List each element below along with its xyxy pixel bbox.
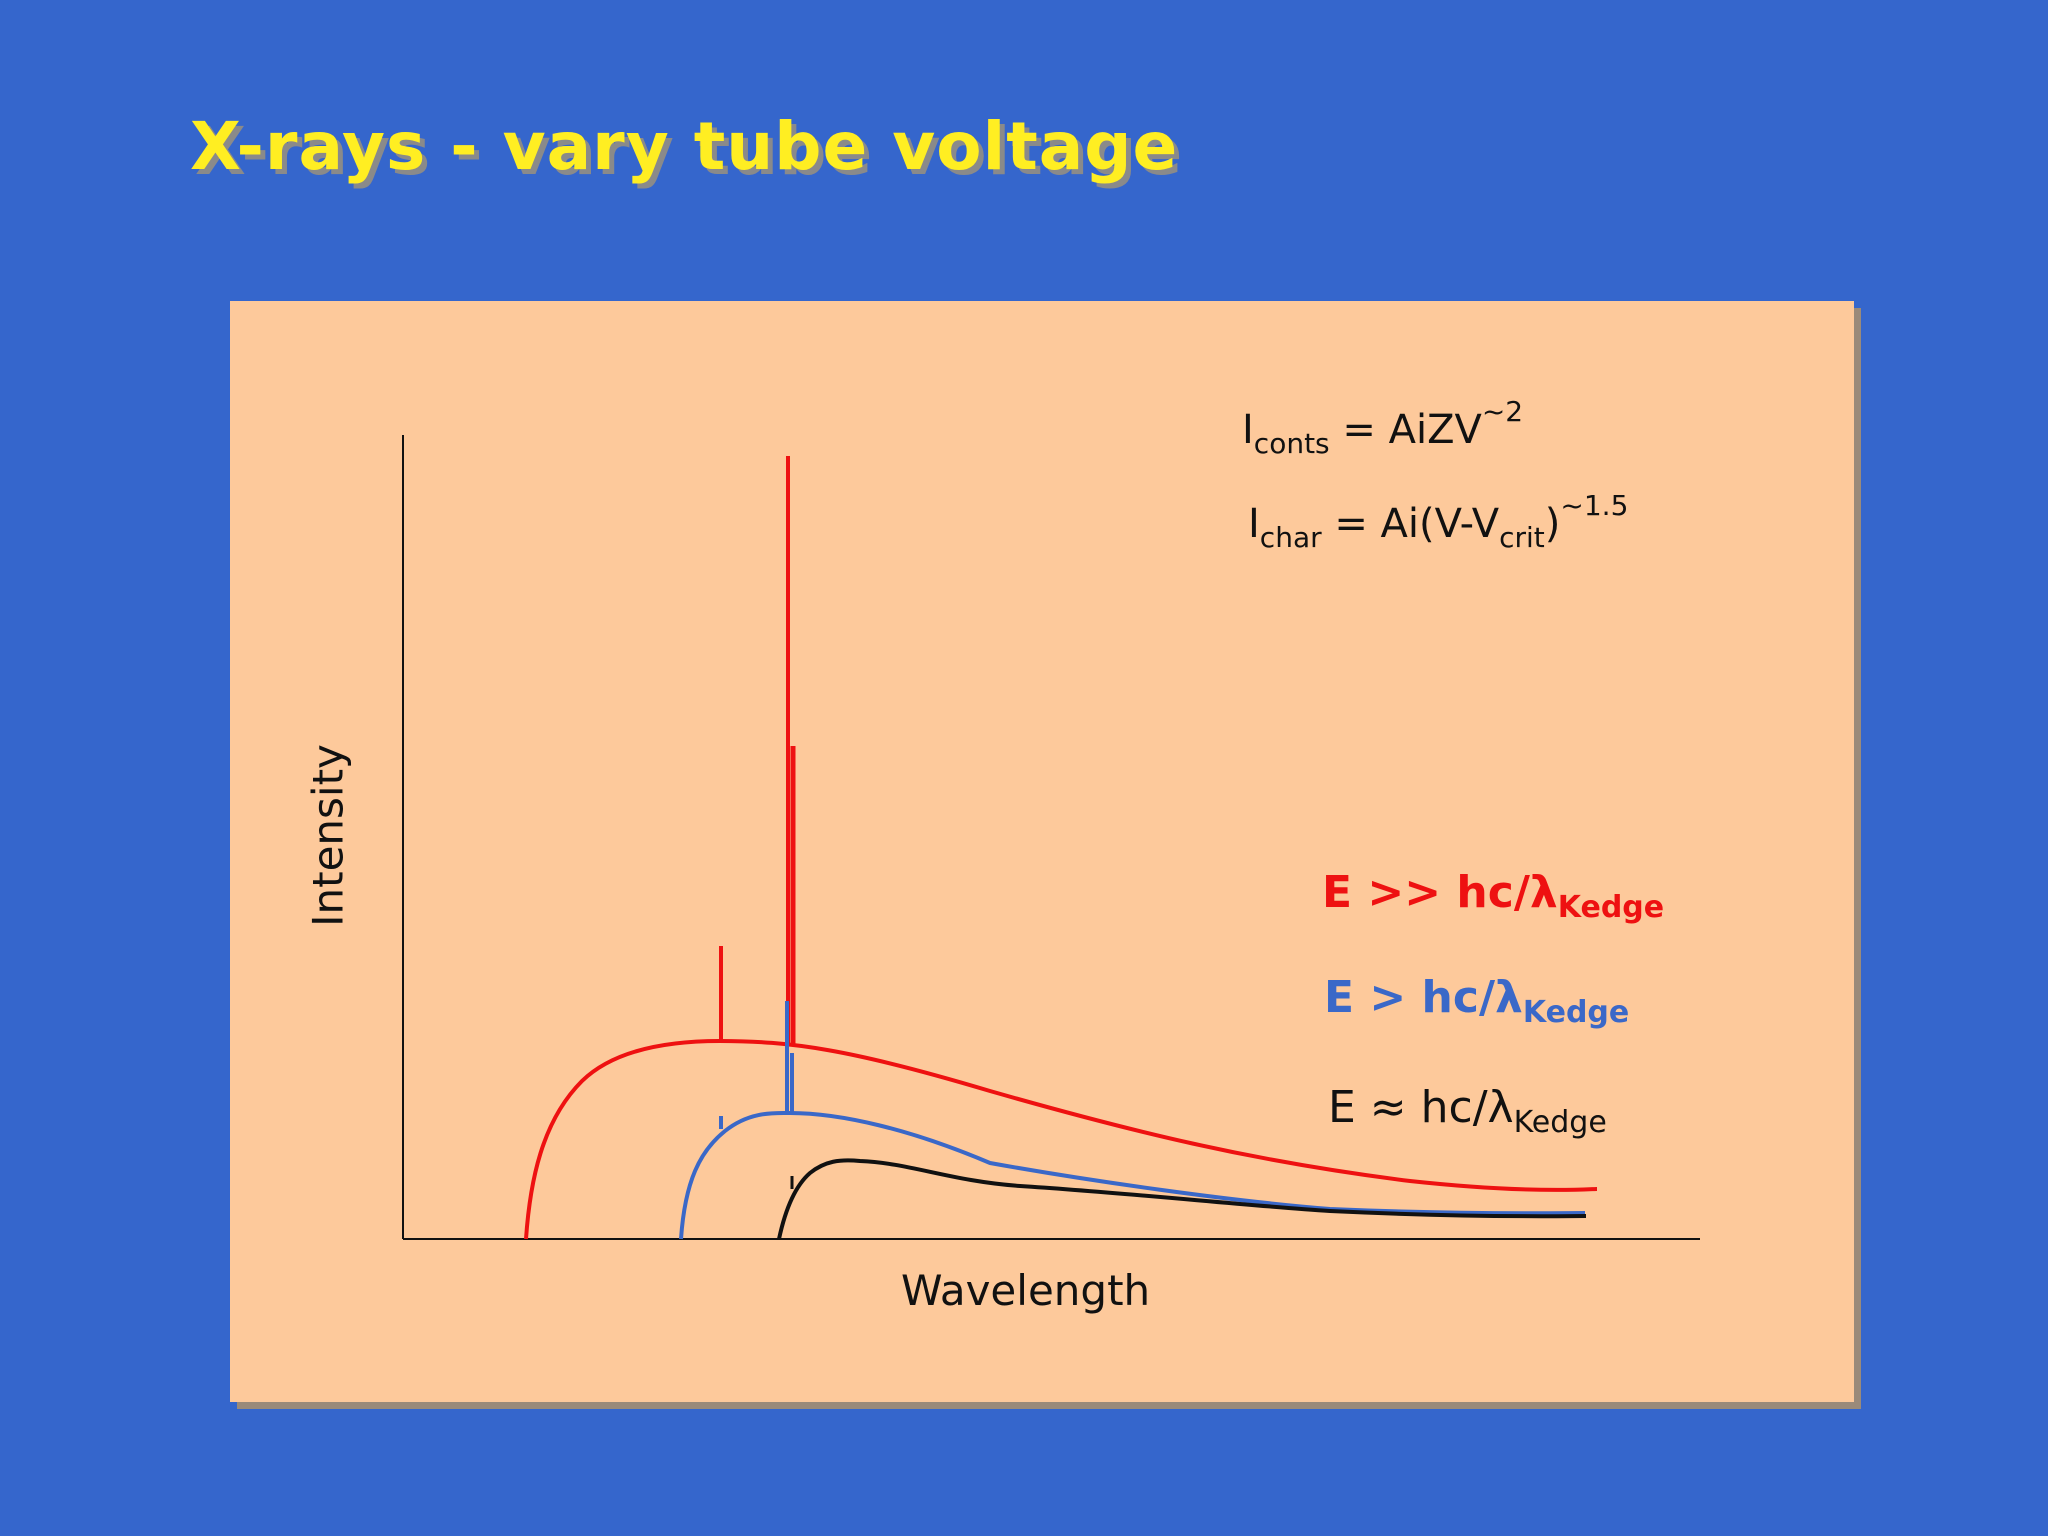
- eq-char-subscript: char: [1259, 521, 1322, 554]
- legend-red-subscript: Kedge: [1557, 890, 1665, 925]
- x-axis-label: Wavelength: [901, 1266, 1151, 1315]
- blue-continuum-curve: [679, 1110, 1586, 1240]
- legend-red-lambda: λ: [1529, 867, 1558, 918]
- eq-cont-rhs: = AiZV: [1329, 407, 1482, 453]
- legend-red: E >> hc/λKedge: [1322, 867, 1664, 925]
- eq-cont-base: I: [1242, 407, 1254, 453]
- y-axis-label: Intensity: [303, 744, 353, 927]
- legend-black-prefix: E ≈ hc/: [1328, 1082, 1488, 1133]
- eq-char-base: I: [1248, 501, 1260, 547]
- eq-cont-exponent: ~2: [1481, 395, 1524, 428]
- red-continuum-curve: [524, 1038, 1598, 1240]
- equation-characteristic-intensity: Ichar = Ai(V-Vcrit)~1.5: [1248, 489, 1628, 554]
- legend-black: E ≈ hc/λKedge: [1328, 1082, 1607, 1140]
- eq-char-exponent: ~1.5: [1560, 489, 1629, 522]
- spectrum-diagram: [402, 435, 1700, 1240]
- eq-char-rhs-suffix: ): [1544, 501, 1561, 547]
- legend-blue-subscript: Kedge: [1522, 995, 1630, 1030]
- equation-continuous-intensity: Iconts = AiZV~2: [1242, 395, 1523, 460]
- figure-panel: Iconts = AiZV~2 Ichar = Ai(V-Vcrit)~1.5 …: [230, 301, 1854, 1402]
- black-continuum-curve: [777, 1158, 1587, 1240]
- legend-blue-lambda: λ: [1495, 972, 1523, 1023]
- legend-blue-prefix: E > hc/: [1324, 972, 1496, 1023]
- legend-black-lambda: λ: [1487, 1082, 1514, 1133]
- eq-cont-subscript: conts: [1253, 427, 1330, 460]
- legend-black-subscript: Kedge: [1513, 1105, 1607, 1140]
- slide-title: X-rays - vary tube voltage: [190, 108, 1179, 185]
- eq-char-rhs-prefix: = Ai(V-V: [1321, 501, 1500, 547]
- legend-red-prefix: E >> hc/: [1322, 867, 1530, 918]
- legend-blue: E > hc/λKedge: [1324, 972, 1629, 1030]
- eq-char-rhs-subscript: crit: [1499, 521, 1545, 554]
